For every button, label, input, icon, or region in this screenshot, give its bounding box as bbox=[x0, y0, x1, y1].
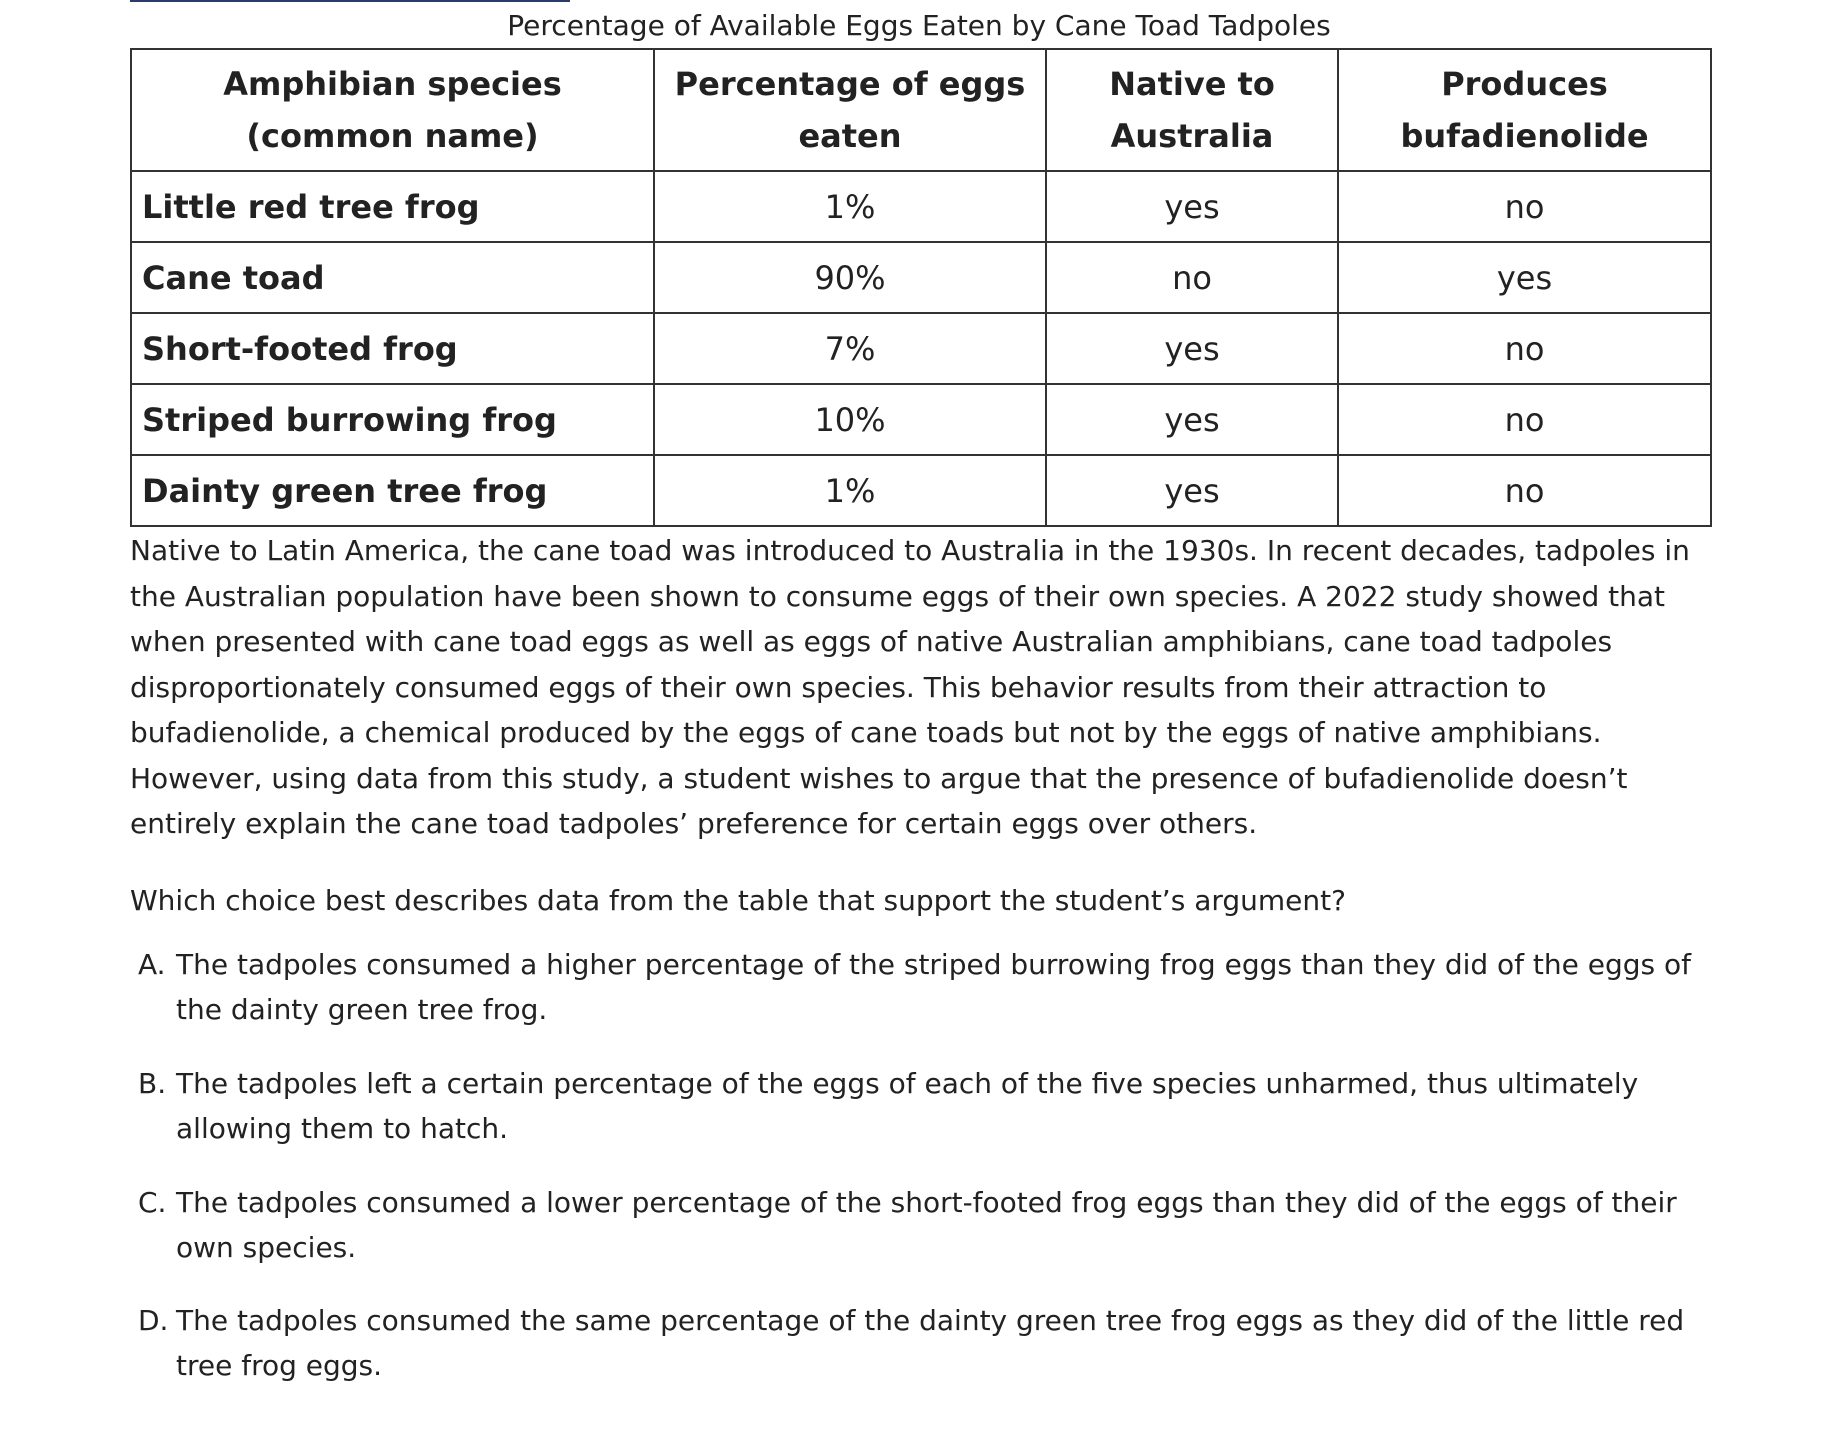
bufadienolide-cell: no bbox=[1337, 312, 1712, 385]
choice-letter: C. bbox=[138, 1186, 167, 1219]
table-header-row: Amphibian species (common name) Percenta… bbox=[130, 48, 1712, 172]
column-header-species: Amphibian species (common name) bbox=[130, 48, 655, 172]
bufadienolide-cell: no bbox=[1337, 170, 1712, 243]
choice-letter: A. bbox=[138, 948, 166, 981]
column-header-bufadienolide: Produces bufadienolide bbox=[1337, 48, 1712, 172]
native-cell: yes bbox=[1045, 383, 1339, 456]
percentage-cell: 1% bbox=[653, 170, 1047, 243]
choice-text: The tadpoles consumed a lower percentage… bbox=[176, 1186, 1677, 1264]
table-row: Short-footed frog 7% yes no bbox=[130, 312, 1712, 385]
percentage-cell: 90% bbox=[653, 241, 1047, 314]
bufadienolide-cell: no bbox=[1337, 454, 1712, 527]
question-prompt: Which choice best describes data from th… bbox=[130, 884, 1346, 917]
species-cell: Dainty green tree frog bbox=[130, 454, 655, 527]
species-cell: Short-footed frog bbox=[130, 312, 655, 385]
data-table: Amphibian species (common name) Percenta… bbox=[130, 48, 1712, 527]
species-cell: Striped burrowing frog bbox=[130, 383, 655, 456]
choice-text: The tadpoles left a certain percentage o… bbox=[176, 1067, 1639, 1145]
answer-choice-b[interactable]: B. The tadpoles left a certain percentag… bbox=[138, 1061, 1738, 1151]
native-cell: yes bbox=[1045, 170, 1339, 243]
answer-choice-d[interactable]: D. The tadpoles consumed the same percen… bbox=[138, 1298, 1738, 1388]
answer-choice-a[interactable]: A. The tadpoles consumed a higher percen… bbox=[138, 942, 1738, 1032]
native-cell: no bbox=[1045, 241, 1339, 314]
percentage-cell: 1% bbox=[653, 454, 1047, 527]
species-cell: Little red tree frog bbox=[130, 170, 655, 243]
table-caption: Percentage of Available Eggs Eaten by Ca… bbox=[507, 9, 1331, 42]
bufadienolide-cell: no bbox=[1337, 383, 1712, 456]
table-row: Little red tree frog 1% yes no bbox=[130, 170, 1712, 243]
species-cell: Cane toad bbox=[130, 241, 655, 314]
percentage-cell: 10% bbox=[653, 383, 1047, 456]
bufadienolide-cell: yes bbox=[1337, 241, 1712, 314]
answer-choice-c[interactable]: C. The tadpoles consumed a lower percent… bbox=[138, 1180, 1738, 1270]
native-cell: yes bbox=[1045, 312, 1339, 385]
column-header-native: Native to Australia bbox=[1045, 48, 1339, 172]
native-cell: yes bbox=[1045, 454, 1339, 527]
top-divider bbox=[130, 0, 570, 2]
table-row: Cane toad 90% no yes bbox=[130, 241, 1712, 314]
choice-letter: B. bbox=[138, 1067, 167, 1100]
choice-text: The tadpoles consumed a higher percentag… bbox=[176, 948, 1692, 1026]
column-header-percentage: Percentage of eggs eaten bbox=[653, 48, 1047, 172]
passage-text: Native to Latin America, the cane toad w… bbox=[130, 534, 1690, 840]
table-row: Dainty green tree frog 1% yes no bbox=[130, 454, 1712, 527]
table-row: Striped burrowing frog 10% yes no bbox=[130, 383, 1712, 456]
choice-text: The tadpoles consumed the same percentag… bbox=[176, 1304, 1685, 1382]
percentage-cell: 7% bbox=[653, 312, 1047, 385]
choice-letter: D. bbox=[138, 1304, 169, 1337]
